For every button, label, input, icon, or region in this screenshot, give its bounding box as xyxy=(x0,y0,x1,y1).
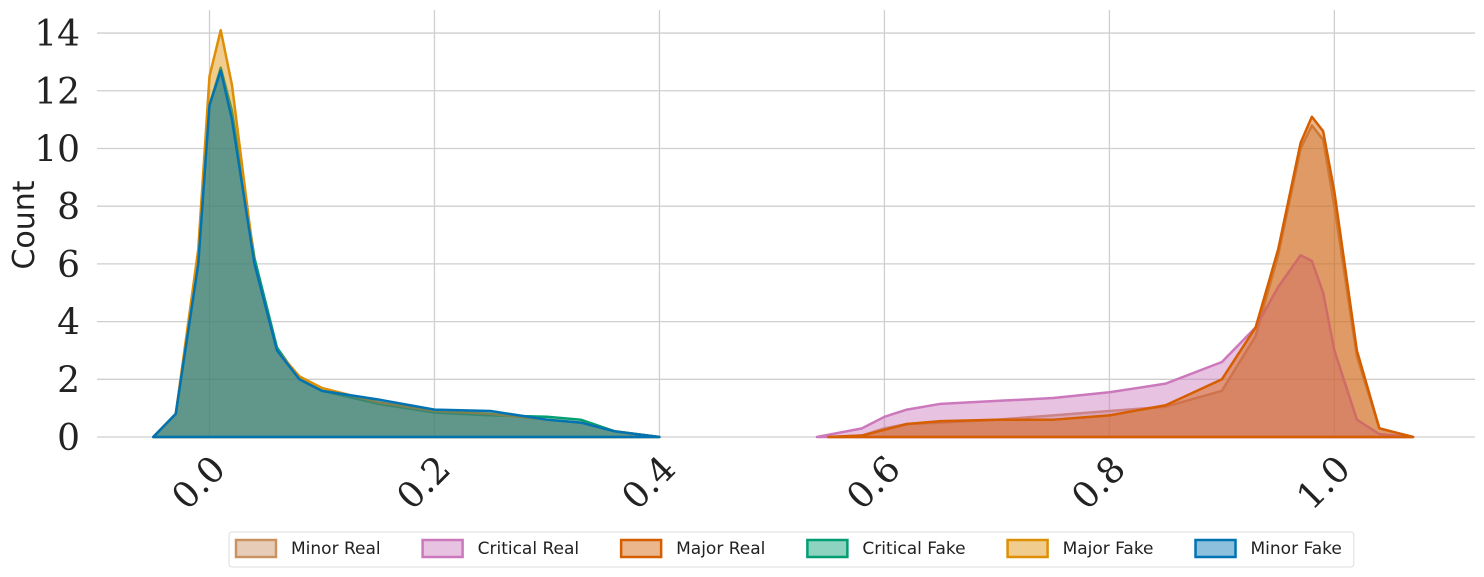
x-tick-label: 0.0 xyxy=(164,448,233,517)
x-tick-label: 0.2 xyxy=(389,448,458,517)
y-tick-label: 8 xyxy=(57,187,80,228)
legend-label: Minor Fake xyxy=(1251,539,1342,559)
y-tick-label: 0 xyxy=(57,418,80,459)
x-tick-label: 0.4 xyxy=(614,448,683,517)
area xyxy=(826,115,1415,439)
area xyxy=(815,253,1415,439)
legend-label: Major Real xyxy=(676,539,765,559)
y-tick-label: 2 xyxy=(57,360,80,401)
legend-label: Major Fake xyxy=(1063,539,1154,559)
y-tick-label: 6 xyxy=(57,245,80,286)
x-tick-label: 1.0 xyxy=(1289,448,1358,517)
legend-label: Critical Real xyxy=(478,539,580,559)
y-tick-label: 4 xyxy=(57,303,80,344)
legend-label: Critical Fake xyxy=(862,539,965,559)
y-tick-label: 12 xyxy=(34,72,80,113)
legend-swatch xyxy=(421,538,464,559)
legend-swatch xyxy=(806,538,849,559)
y-axis-label: Count xyxy=(7,180,42,269)
legend-swatch xyxy=(1194,538,1237,559)
legend-box xyxy=(228,531,1355,568)
legend-label: Minor Real xyxy=(291,539,381,559)
legend-swatch xyxy=(234,538,278,559)
y-tick-label: 10 xyxy=(34,129,80,170)
legend-swatch xyxy=(619,538,663,559)
legend-swatch xyxy=(1006,538,1049,559)
x-tick-label: 0.6 xyxy=(839,448,908,517)
y-tick-label: 14 xyxy=(34,14,80,55)
area xyxy=(151,69,661,439)
x-tick-label: 0.8 xyxy=(1064,448,1133,517)
